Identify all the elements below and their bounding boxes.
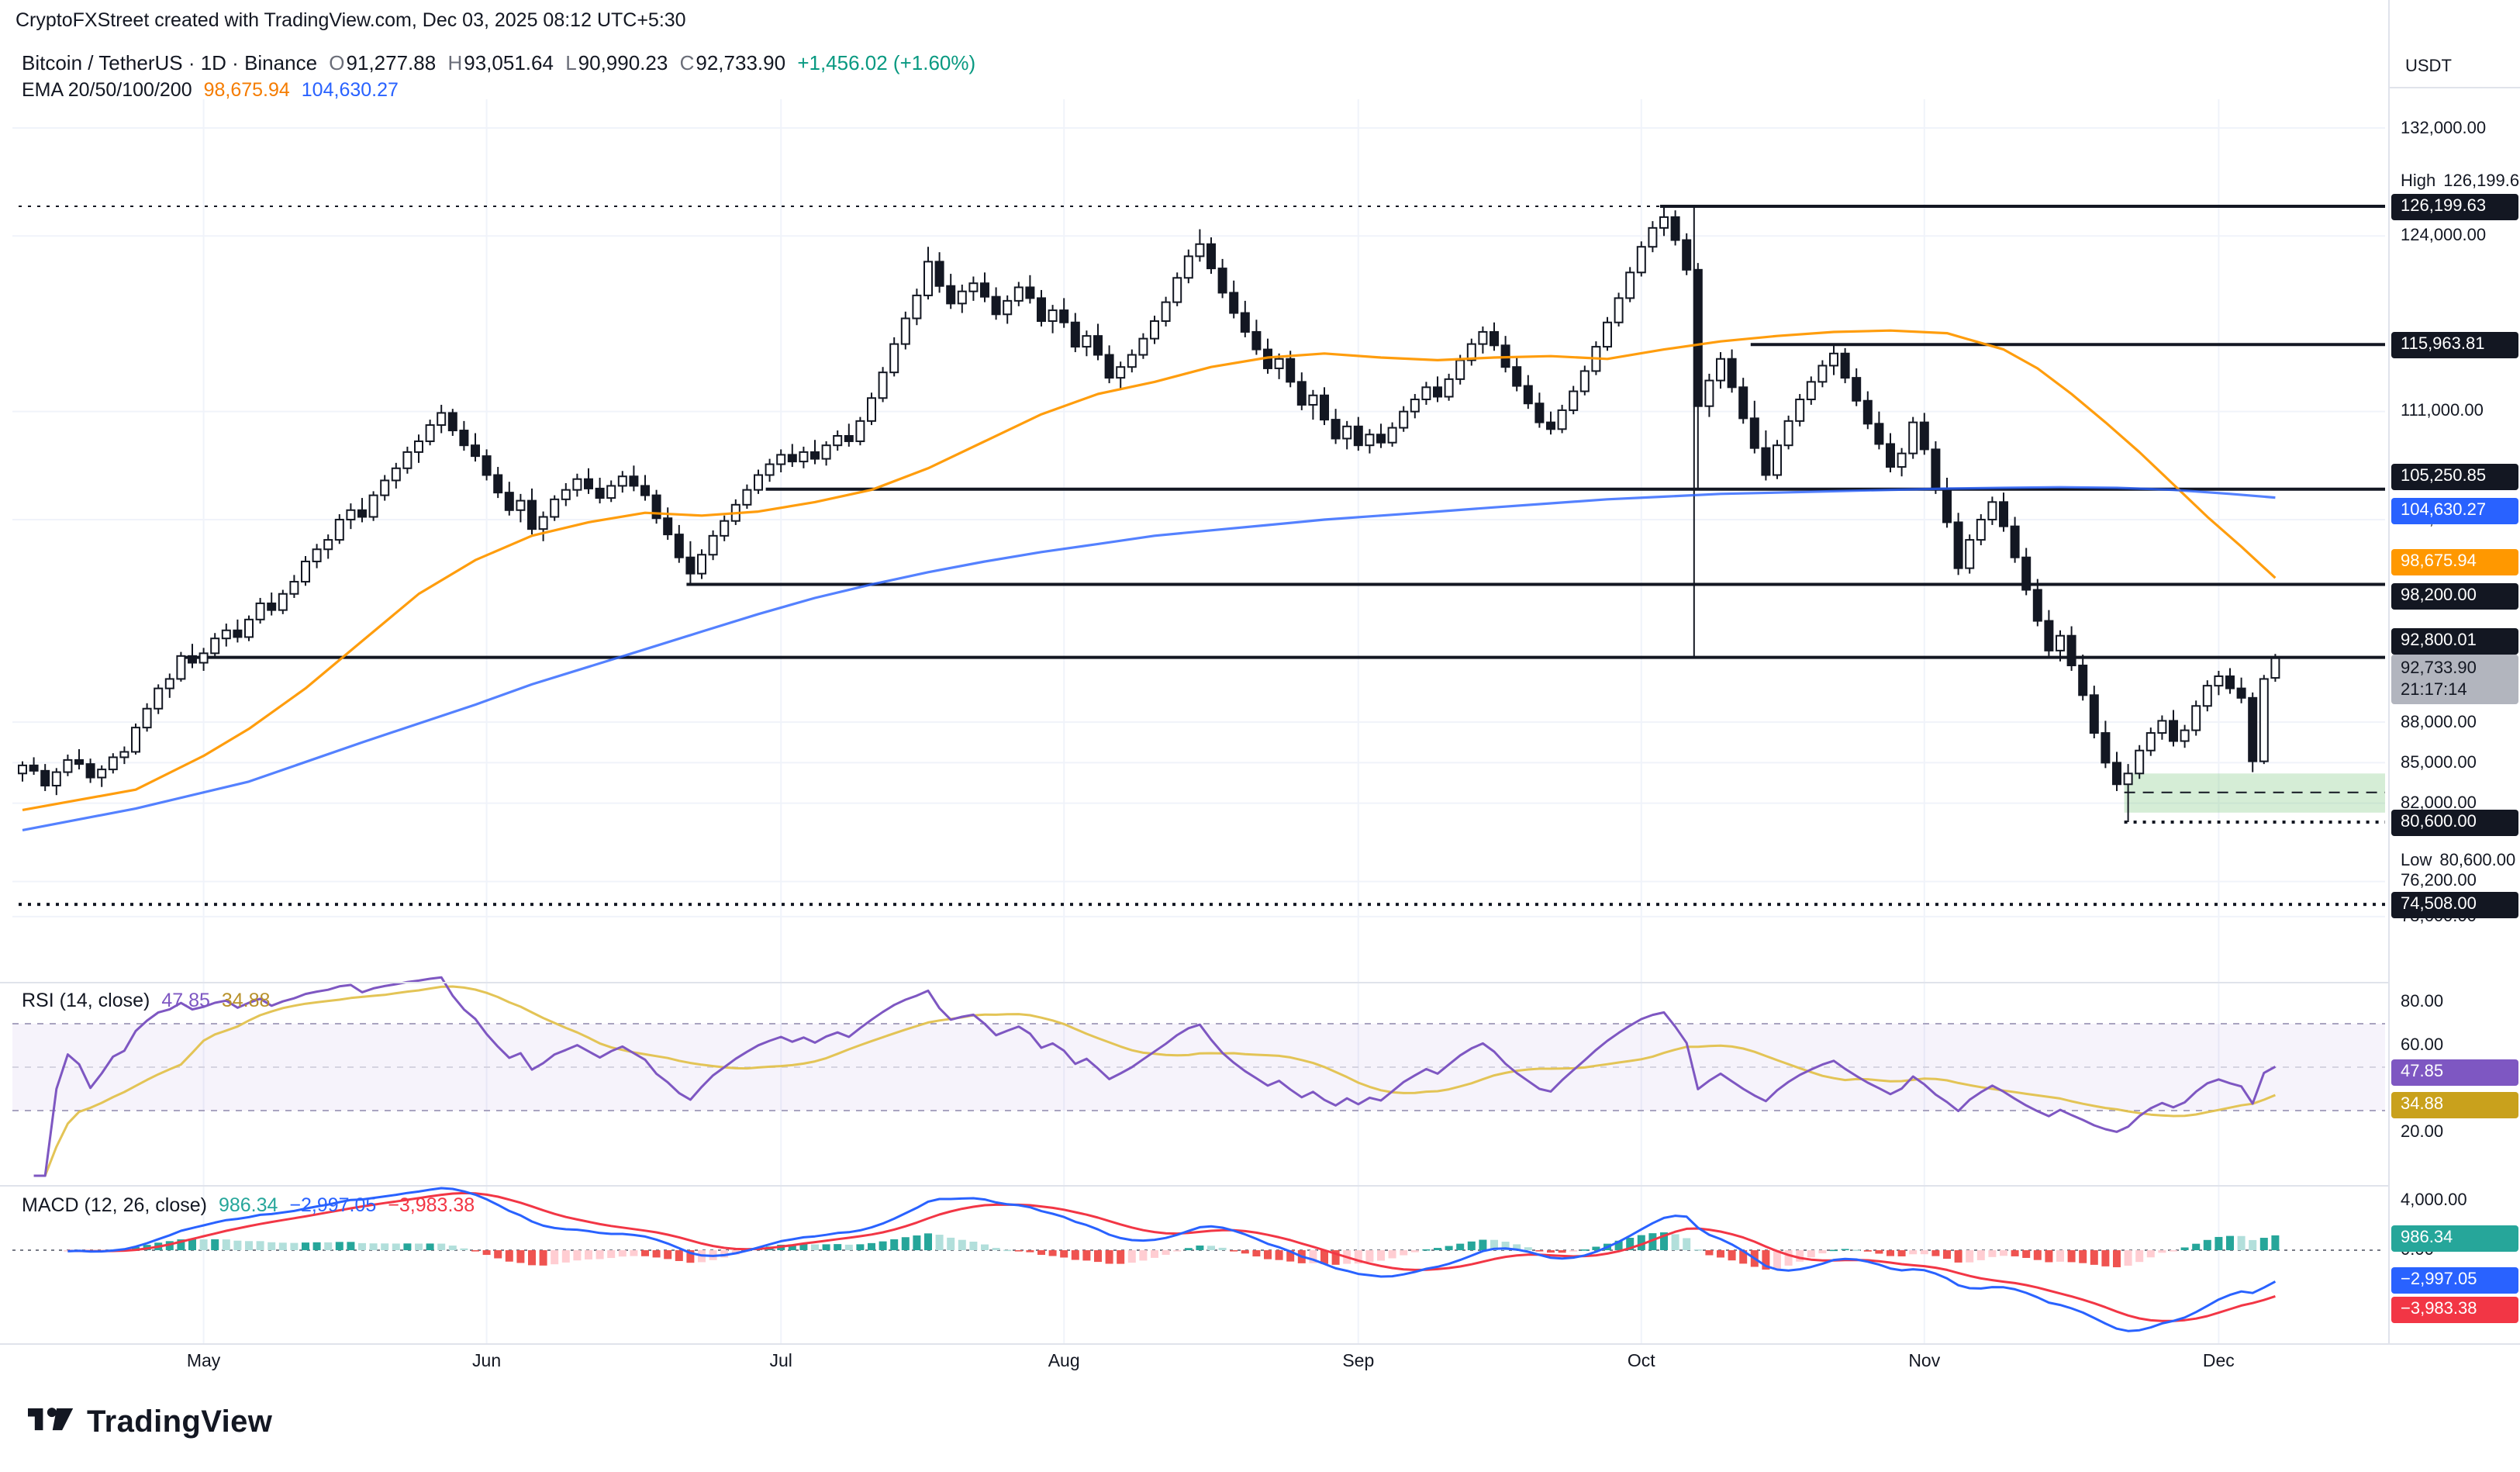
open-label: O	[329, 51, 345, 74]
brand-name: TradingView	[87, 1405, 273, 1439]
close-value: 92,733.90	[696, 51, 786, 74]
macd-line-value: −2,997.05	[289, 1194, 377, 1216]
ema-legend: EMA 20/50/100/200 98,675.94 104,630.27	[22, 79, 405, 101]
rsi-axis-badge: 47.85	[2391, 1059, 2518, 1085]
current-price-badge: 92,733.90 21:17:14	[2391, 655, 2518, 705]
price-axis-badge: 126,199.63	[2391, 193, 2518, 219]
rsi-axis-label: 60.00	[2401, 1036, 2444, 1055]
macd-title: MACD (12, 26, close)	[22, 1194, 207, 1216]
price-axis[interactable]: USDT 132,000.00124,000.00111,000.00103,0…	[2388, 0, 2520, 1380]
macd-axis-badge: 986.34	[2391, 1225, 2518, 1252]
price-axis-badge: 115,963.81	[2391, 331, 2518, 358]
price-axis-badge: 104,630.27	[2391, 498, 2518, 525]
high-label: H	[447, 51, 463, 74]
open-value: 91,277.88	[346, 51, 437, 74]
price-axis-badge: 98,675.94	[2391, 549, 2518, 576]
price-axis-label: 76,200.00	[2401, 872, 2477, 891]
pane-separator-macd[interactable]	[0, 1185, 2388, 1187]
price-axis-badge: 98,200.00	[2391, 583, 2518, 610]
ema-label: EMA 20/50/100/200	[22, 79, 192, 101]
price-axis-label: 111,000.00	[2401, 402, 2484, 421]
macd-legend: MACD (12, 26, close) 986.34 −2,997.05 −3…	[22, 1194, 481, 1216]
time-axis-label-nov: Nov	[1908, 1353, 1941, 1371]
price-axis-badge: 80,600.00	[2391, 809, 2518, 835]
rsi-title: RSI (14, close)	[22, 990, 150, 1011]
rsi-value: 47.85	[161, 990, 210, 1011]
price-axis-label: 124,000.00	[2401, 226, 2487, 246]
low-label: L	[565, 51, 577, 74]
time-axis-label-oct: Oct	[1627, 1353, 1655, 1371]
close-label: C	[679, 51, 695, 74]
low-value: 90,990.23	[578, 51, 668, 74]
rsi-axis-label: 80.00	[2401, 993, 2444, 1011]
macd-axis-badge: −2,997.05	[2391, 1267, 2518, 1294]
price-axis-badge: 92,800.01	[2391, 628, 2518, 655]
price-axis-badge: 74,508.00	[2391, 891, 2518, 918]
ema-slow-value: 104,630.27	[301, 79, 399, 101]
rsi-legend: RSI (14, close) 47.85 34.88	[22, 990, 276, 1011]
tradingview-brand: TradingView	[28, 1402, 272, 1444]
ema-fast-value: 98,675.94	[203, 79, 290, 101]
tradingview-logo-icon	[28, 1402, 74, 1444]
macd-axis-label: 4,000.00	[2401, 1191, 2467, 1210]
rsi-ma-value: 34.88	[221, 990, 271, 1011]
time-axis-label-aug: Aug	[1048, 1353, 1080, 1371]
high-value: 93,051.64	[464, 51, 554, 74]
price-axis-badge: 105,250.85	[2391, 463, 2518, 490]
price-axis-label: 88,000.00	[2401, 713, 2477, 732]
symbol-title: Bitcoin / TetherUS · 1D · Binance	[22, 51, 318, 74]
change-value: +1,456.02 (+1.60%)	[797, 51, 976, 74]
rsi-axis-badge: 34.88	[2391, 1091, 2518, 1118]
time-axis-label-jul: Jul	[769, 1353, 792, 1371]
macd-hist-value: 986.34	[218, 1194, 278, 1216]
attribution-text: CryptoFXStreet created with TradingView.…	[16, 9, 686, 31]
macd-axis-badge: −3,983.38	[2391, 1297, 2518, 1324]
time-axis[interactable]: May Jun Jul Aug Sep Oct Nov Dec	[0, 1343, 2520, 1382]
time-axis-label-jun: Jun	[472, 1353, 502, 1371]
pane-separator-rsi[interactable]	[0, 982, 2388, 983]
symbol-legend: Bitcoin / TetherUS · 1D · Binance O 91,27…	[22, 51, 982, 74]
price-axis-label: 85,000.00	[2401, 753, 2477, 772]
footer: TradingView	[0, 1380, 2520, 1472]
time-axis-label-dec: Dec	[2202, 1353, 2235, 1371]
time-axis-label-may: May	[186, 1353, 221, 1371]
time-axis-label-sep: Sep	[1342, 1353, 1375, 1371]
price-axis-label: 132,000.00	[2401, 119, 2487, 137]
rsi-axis-label: 20.00	[2401, 1123, 2444, 1142]
axis-currency-label: USDT	[2390, 47, 2520, 88]
price-axis-note: Low 80,600.00	[2401, 851, 2516, 870]
macd-signal-value: −3,983.38	[388, 1194, 475, 1216]
